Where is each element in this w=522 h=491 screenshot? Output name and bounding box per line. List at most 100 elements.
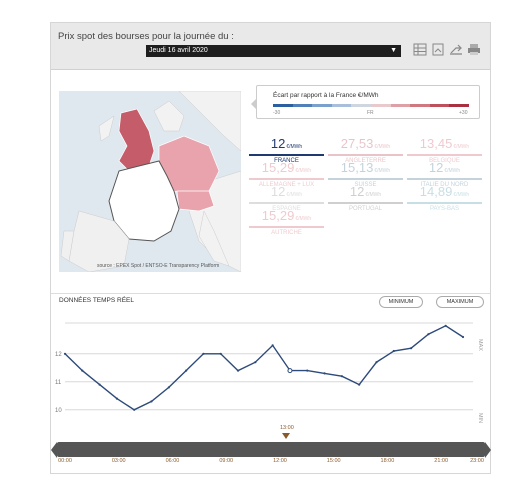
market-cell[interactable]: 15,29€/MWh AUTRICHE <box>249 207 324 236</box>
market-price-value: 13,45 <box>419 136 453 151</box>
europe-map[interactable]: source : EPEX Spot / ENTSO-E Transparenc… <box>59 91 241 272</box>
market-price: 15,29€/MWh <box>249 159 324 177</box>
market-color-bar <box>249 226 324 228</box>
market-price-unit: €/MWh <box>453 144 470 150</box>
y-tick-label: 11 <box>55 380 62 386</box>
market-price: 15,29€/MWh <box>249 207 324 225</box>
realtime-chart: 12 11 10 MAX MIN <box>55 322 483 423</box>
legend-tick-min: -30 <box>273 110 281 116</box>
min-axis-label: MIN <box>477 413 483 423</box>
timeline-tick-label: 21:00 <box>434 458 449 464</box>
market-cell[interactable]: 12€/MWh PORTUGAL <box>328 183 403 212</box>
market-price-unit: €/MWh <box>374 144 391 150</box>
realtime-title: DONNÉES TEMPS RÉEL <box>59 297 135 304</box>
timeline-tick-label: 15:00 <box>326 458 341 464</box>
market-color-bar <box>249 154 324 156</box>
market-name: ALLEMAGNE + LUX <box>258 182 315 188</box>
market-price-unit: €/MWh <box>444 168 461 174</box>
timeline-scrubber[interactable] <box>51 442 491 458</box>
market-name: PAYS-BAS <box>429 206 460 212</box>
price-point <box>444 324 447 327</box>
timeline-right-arrow-icon[interactable] <box>485 442 491 458</box>
price-point <box>254 361 257 364</box>
market-name: PORTUGAL <box>349 206 382 212</box>
cursor-marker-icon[interactable] <box>282 433 290 439</box>
market-name: ESPAGNE <box>272 206 301 212</box>
legend-swatch <box>292 104 313 107</box>
price-point <box>392 349 395 353</box>
timeline-tick-label: 12:00 <box>273 458 287 464</box>
market-price: 14,89€/MWh <box>407 183 482 201</box>
widget-title: Prix spot des bourses pour la journée du… <box>58 31 234 42</box>
y-tick-label: 12 <box>55 352 62 358</box>
export-icon[interactable] <box>431 43 445 56</box>
timeline-left-arrow-icon[interactable] <box>51 442 57 458</box>
legend-tick-max: +30 <box>459 110 468 116</box>
market-cell[interactable]: 13,45€/MWh BELGIQUE <box>407 135 482 164</box>
price-point <box>461 335 465 339</box>
market-price-unit: €/MWh <box>295 168 312 174</box>
market-color-bar <box>407 154 482 156</box>
legend-swatch <box>429 104 450 107</box>
market-price: 13,45€/MWh <box>407 135 482 153</box>
price-point <box>427 333 430 336</box>
market-color-bar <box>249 202 324 204</box>
market-cell[interactable]: 12€/MWh ESPAGNE <box>249 183 324 212</box>
market-price-value: 12 <box>270 136 286 151</box>
market-price-value: 12 <box>428 160 444 175</box>
market-name: FRANCE <box>274 158 299 164</box>
legend-color-scale <box>273 104 469 107</box>
timeline-tick-labels: 00:00 03:00 06:00 09:00 12:00 15:00 18:00 21:00… <box>57 458 485 466</box>
chevron-down-icon: ▼ <box>390 47 397 54</box>
max-axis-label: MAX <box>477 339 483 351</box>
market-name: AUTRICHE <box>271 230 302 236</box>
market-price-unit: €/MWh <box>286 144 303 150</box>
price-point <box>202 352 205 355</box>
cursor-time: 13:00 <box>280 425 294 431</box>
market-name: BELGIQUE <box>429 158 460 164</box>
maximum-button[interactable]: MAXIMUM <box>436 296 484 308</box>
market-cell[interactable]: 15,13€/MWh SUISSE <box>328 159 403 188</box>
market-price: 15,13€/MWh <box>328 159 403 177</box>
price-point <box>98 383 101 386</box>
map-graphic <box>59 91 241 272</box>
share-icon[interactable] <box>449 43 463 56</box>
price-point <box>219 352 222 355</box>
legend-swatch <box>370 104 391 107</box>
market-price-value: 27,53 <box>340 136 374 151</box>
minimum-button[interactable]: MINIMUM <box>379 296 423 308</box>
market-cell[interactable]: 12€/MWh ITALIE DU NORD <box>407 159 482 188</box>
market-price: 12€/MWh <box>249 135 324 153</box>
market-cell[interactable]: 27,53€/MWh ANGLETERRE <box>328 135 403 164</box>
price-point <box>409 347 413 350</box>
price-point <box>150 400 153 403</box>
market-price-value: 12 <box>270 184 286 199</box>
section-divider <box>51 293 490 294</box>
market-price: 12€/MWh <box>328 183 403 201</box>
market-price-unit: €/MWh <box>365 192 382 198</box>
widget-header: Prix spot des bourses pour la journée du… <box>51 23 490 70</box>
market-price-unit: €/MWh <box>286 192 303 198</box>
date-dropdown[interactable]: Jeudi 16 avril 2020 ▼ <box>146 45 401 57</box>
market-color-bar <box>407 178 482 180</box>
market-color-bar <box>407 202 482 204</box>
legend-swatch <box>449 104 469 107</box>
market-color-bar <box>249 178 324 180</box>
france-region <box>108 160 180 242</box>
market-cell[interactable]: 15,29€/MWh ALLEMAGNE + LUX <box>249 159 324 188</box>
timeline-tick-label: 03:00 <box>111 458 126 464</box>
market-cell[interactable]: 14,89€/MWh PAYS-BAS <box>407 183 482 212</box>
legend-swatch <box>390 104 411 107</box>
market-name: SUISSE <box>354 182 377 188</box>
y-tick-label: 10 <box>55 408 62 414</box>
market-name: ITALIE DU NORD <box>420 182 469 188</box>
market-price-value: 14,89 <box>419 184 453 199</box>
market-price-value: 15,13 <box>340 160 374 175</box>
price-point <box>81 369 84 372</box>
table-icon[interactable] <box>413 43 427 56</box>
timeline-tick-label: 18:00 <box>380 458 395 464</box>
market-cell[interactable]: 12€/MWh FRANCE <box>249 135 324 164</box>
timeline-tick-label: 09:00 <box>219 458 234 464</box>
print-icon[interactable] <box>467 43 481 56</box>
price-point <box>340 375 343 378</box>
